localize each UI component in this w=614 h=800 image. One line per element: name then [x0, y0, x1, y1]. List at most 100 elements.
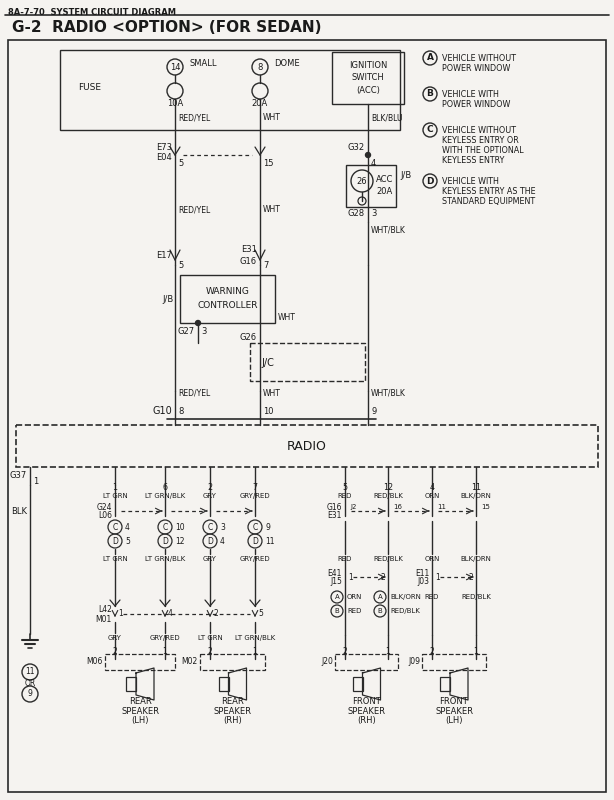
Text: RED: RED [347, 608, 362, 614]
Text: (LH): (LH) [445, 715, 463, 725]
Text: WHT: WHT [263, 389, 281, 398]
Text: KEYLESS ENTRY: KEYLESS ENTRY [442, 156, 504, 165]
Text: G32: G32 [348, 143, 365, 153]
Text: J20: J20 [321, 658, 333, 666]
Text: 1: 1 [473, 646, 478, 655]
Text: LT GRN: LT GRN [103, 493, 127, 499]
Text: RED/YEL: RED/YEL [178, 206, 210, 214]
Text: 1: 1 [118, 610, 123, 618]
Text: 1: 1 [435, 573, 440, 582]
Text: M06: M06 [87, 658, 103, 666]
Text: 2: 2 [213, 610, 218, 618]
Text: GRY: GRY [108, 635, 122, 641]
Text: G16: G16 [327, 502, 342, 511]
Text: C: C [252, 522, 258, 531]
Text: J/B: J/B [400, 170, 411, 179]
Text: IGNITION: IGNITION [349, 62, 387, 70]
Text: M01: M01 [96, 614, 112, 623]
Text: LT GRN/BLK: LT GRN/BLK [145, 556, 185, 562]
Bar [200, 654, 265, 670]
Text: C: C [162, 522, 168, 531]
Text: SWITCH: SWITCH [352, 74, 384, 82]
Text: G10: G10 [152, 406, 172, 416]
Text: POWER WINDOW: POWER WINDOW [442, 64, 510, 73]
Text: WHT: WHT [263, 114, 281, 122]
Text: G24: G24 [96, 502, 112, 511]
Text: WARNING: WARNING [206, 287, 249, 297]
Text: GRY/RED: GRY/RED [239, 493, 270, 499]
Text: C: C [112, 522, 118, 531]
Text: 2: 2 [430, 646, 434, 655]
Text: CONTROLLER: CONTROLLER [197, 302, 258, 310]
Text: 5: 5 [178, 158, 183, 167]
Text: C: C [208, 522, 212, 531]
Bar [352, 677, 362, 691]
Text: FRONT: FRONT [352, 698, 381, 706]
Text: 1: 1 [163, 646, 168, 655]
Bar [422, 654, 486, 670]
Text: 3: 3 [201, 327, 206, 337]
Text: G-2  RADIO <OPTION> (FOR SEDAN): G-2 RADIO <OPTION> (FOR SEDAN) [12, 21, 322, 35]
Text: M02: M02 [182, 658, 198, 666]
Text: D: D [207, 537, 213, 546]
Text: WHT: WHT [278, 313, 296, 322]
Text: BLK/BLU: BLK/BLU [371, 114, 403, 122]
Text: G37: G37 [10, 470, 27, 479]
Text: 8: 8 [257, 62, 263, 71]
Text: KEYLESS ENTRY OR: KEYLESS ENTRY OR [442, 136, 519, 145]
Text: LT GRN/BLK: LT GRN/BLK [235, 635, 275, 641]
Text: 10A: 10A [167, 98, 183, 107]
Text: WHT/BLK: WHT/BLK [371, 389, 406, 398]
Text: GRY: GRY [203, 493, 217, 499]
Text: 15: 15 [481, 504, 490, 510]
Text: 6: 6 [163, 482, 168, 491]
Text: RED/BLK: RED/BLK [373, 556, 403, 562]
Bar [60, 50, 400, 130]
Text: WHT/BLK: WHT/BLK [371, 226, 406, 234]
Text: 20A: 20A [376, 186, 392, 195]
Text: E41: E41 [328, 569, 342, 578]
Text: SPEAKER: SPEAKER [435, 706, 473, 715]
Text: C: C [427, 126, 433, 134]
Text: WITH THE OPTIONAL: WITH THE OPTIONAL [442, 146, 524, 155]
Text: RED: RED [425, 594, 439, 600]
Text: 4: 4 [371, 158, 376, 167]
Text: RED/YEL: RED/YEL [178, 389, 210, 398]
Text: 11: 11 [437, 504, 446, 510]
Text: FRONT: FRONT [440, 698, 468, 706]
Text: 11: 11 [471, 482, 481, 491]
Text: 4: 4 [168, 610, 173, 618]
Text: J03: J03 [417, 578, 429, 586]
Circle shape [365, 153, 370, 158]
Bar [180, 275, 275, 323]
Text: 3: 3 [371, 209, 376, 218]
Text: E11: E11 [414, 569, 429, 578]
Text: 4: 4 [125, 522, 130, 531]
Text: E73: E73 [156, 143, 172, 153]
Bar [126, 677, 136, 691]
Text: REAR: REAR [128, 698, 152, 706]
Text: ORN: ORN [347, 594, 362, 600]
Text: 5: 5 [258, 610, 263, 618]
Text: ORN: ORN [424, 556, 440, 562]
Text: 2: 2 [380, 573, 385, 582]
Text: J15: J15 [330, 578, 342, 586]
Text: RED/YEL: RED/YEL [178, 114, 210, 122]
Bar [219, 677, 228, 691]
Bar [105, 654, 175, 670]
Text: DOME: DOME [274, 59, 300, 69]
Circle shape [195, 321, 201, 326]
Text: SMALL: SMALL [189, 59, 217, 69]
Text: D: D [252, 537, 258, 546]
Text: (RH): (RH) [223, 715, 242, 725]
Text: ACC: ACC [376, 174, 394, 183]
Text: 4: 4 [430, 482, 435, 491]
Text: BLK/ORN: BLK/ORN [460, 493, 491, 499]
Text: RED: RED [338, 556, 352, 562]
Text: A: A [378, 594, 383, 600]
Text: (RH): (RH) [357, 715, 376, 725]
Text: 11: 11 [25, 667, 35, 677]
Text: 3: 3 [220, 522, 225, 531]
Text: G16: G16 [240, 257, 257, 266]
Text: LT GRN: LT GRN [198, 635, 222, 641]
